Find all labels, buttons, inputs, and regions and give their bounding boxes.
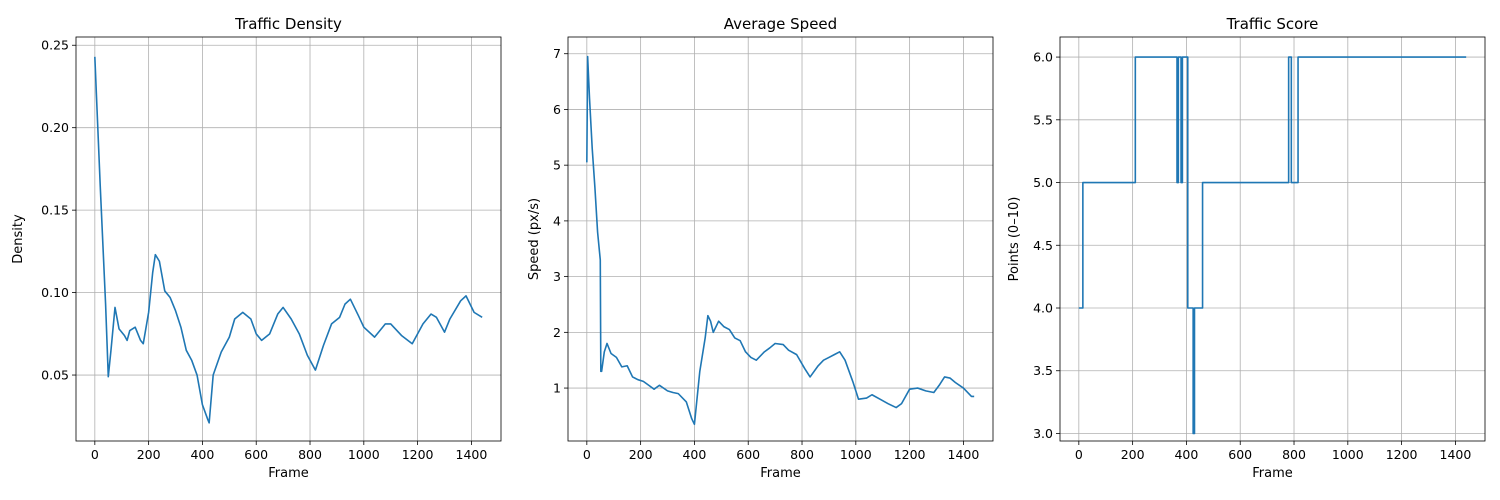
y-tick-label: 3 [553,269,561,284]
series-line [586,55,975,426]
x-tick-label: 800 [790,447,814,462]
y-tick-label: 0.05 [41,368,69,383]
chart-title: Traffic Density [234,15,342,33]
x-tick-label: 400 [1174,447,1198,462]
x-tick-label: 1200 [402,447,434,462]
y-tick-label: 2 [553,325,561,340]
y-tick-label: 3.0 [1033,426,1053,441]
subplot-3: 0 200 400 600 800 1000 1200 1400 3.0 3.5 4.0 4.5 5.0… [1007,15,1486,481]
y-axis-label: Points (0–10) [1007,197,1022,282]
x-axis-label: Frame [268,466,309,481]
x-axis-label: Frame [1252,466,1293,481]
x-tick-label: 1400 [948,447,980,462]
x-tick-label: 1400 [1440,447,1472,462]
y-tick-label: 6 [553,102,561,117]
x-tick-label: 1000 [348,447,380,462]
x-tick-label: 1000 [1332,447,1364,462]
x-tick-label: 800 [298,447,322,462]
x-tick-label: 0 [91,447,99,462]
axes-frame [75,36,502,442]
x-tick-label: 200 [629,447,653,462]
y-tick-label: 1 [553,381,561,396]
y-tick-label: 0.10 [41,285,69,300]
y-tick-label: 5 [553,158,561,173]
y-tick-label: 5.0 [1033,175,1053,190]
x-tick-label: 800 [1282,447,1306,462]
x-tick-label: 400 [190,447,214,462]
subplot-2: 0 200 400 600 800 1000 1200 1400 1 2 3 4 5 6 7 Average … [527,15,994,481]
y-tick-label: 7 [553,46,561,61]
x-tick-label: 200 [137,447,161,462]
x-tick-label: 0 [1075,447,1083,462]
x-tick-label: 600 [1228,447,1252,462]
x-tick-label: 1200 [1386,447,1418,462]
chart-title: Traffic Score [1226,15,1319,33]
y-tick-label: 0.20 [41,120,69,135]
x-tick-label: 200 [1121,447,1145,462]
y-tick-label: 4 [553,213,561,228]
series-line [1078,56,1467,435]
x-tick-label: 1400 [456,447,488,462]
y-tick-label: 5.5 [1033,112,1053,127]
y-tick-label: 4.0 [1033,301,1053,316]
x-axis-label: Frame [760,466,801,481]
x-tick-label: 600 [736,447,760,462]
subplot-1: 0 200 400 600 800 1000 1200 1400 0.05 0.10 0.15 0.2… [11,15,502,481]
x-tick-label: 400 [682,447,706,462]
y-tick-label: 0.25 [41,38,69,53]
y-tick-label: 0.15 [41,203,69,218]
x-tick-label: 0 [583,447,591,462]
axes-frame [567,36,994,442]
x-tick-label: 1000 [840,447,872,462]
chart-title: Average Speed [724,15,837,33]
y-tick-label: 3.5 [1033,363,1053,378]
y-tick-label: 4.5 [1033,238,1053,253]
series-line [94,56,483,424]
axes-frame [1059,36,1486,442]
y-tick-label: 6.0 [1033,50,1053,65]
y-axis-label: Density [11,214,26,264]
x-tick-label: 600 [244,447,268,462]
y-axis-label: Speed (px/s) [527,198,542,280]
x-tick-label: 1200 [894,447,926,462]
